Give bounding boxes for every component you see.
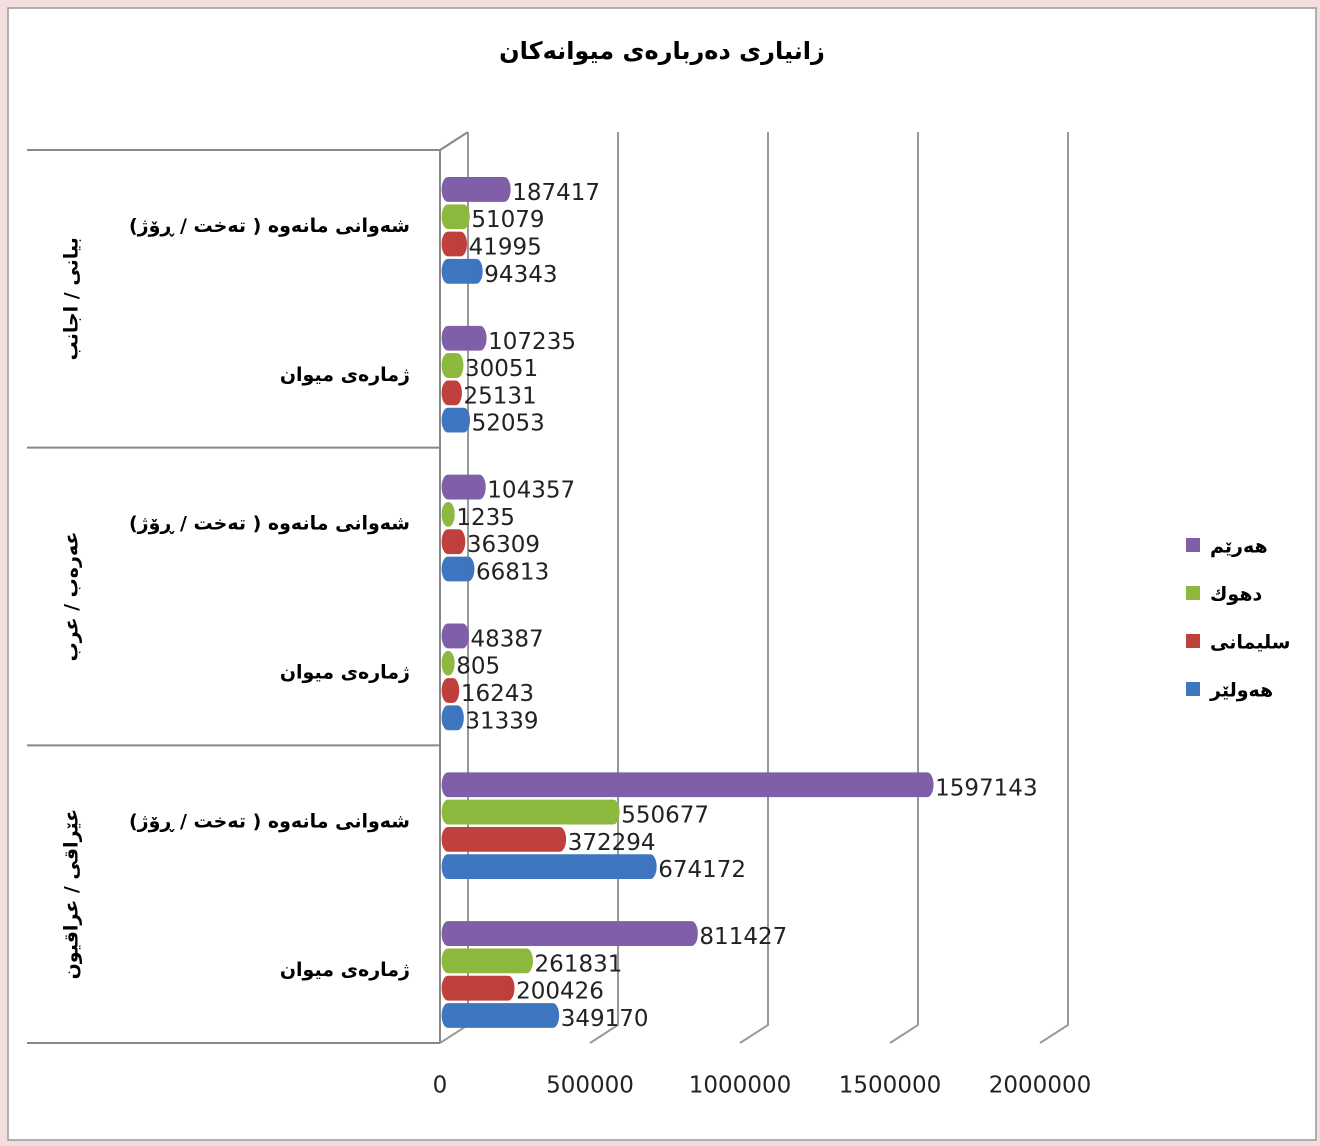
bar [441,799,620,825]
x-tick-label: 2000000 [989,1073,1091,1099]
bar [441,826,567,852]
bar [441,772,934,798]
data-label: 36309 [467,532,540,558]
group-label: عێراقی / عراقيون [61,809,83,980]
data-label: 372294 [568,830,656,856]
bar [441,921,698,946]
bar-cap [470,259,483,284]
bar-cap [452,529,465,554]
data-label: 16243 [461,681,534,707]
data-label: 51079 [471,207,544,233]
data-label: 1597143 [935,775,1037,801]
bar [441,1003,560,1028]
chart-title: زانیاری دەربارەی میوانەکان [499,37,825,65]
legend-swatch [1186,634,1200,648]
bar-cap [553,827,566,852]
bar-cap [442,651,455,676]
grid-line [589,132,619,1044]
data-label: 104357 [487,478,575,504]
legend-swatch [1186,682,1200,696]
x-tick-label: 1500000 [839,1073,941,1099]
data-label: 30051 [465,356,538,382]
data-label: 107235 [488,329,576,355]
category-label: شەوانی مانەوە ( تەخت / ڕۆژ) [129,810,410,832]
bar-cap [442,502,455,527]
bar-cap [451,705,464,730]
data-label: 48387 [471,626,544,652]
data-label: 52053 [472,411,545,437]
bar-cap [457,408,470,433]
legend-label: سلیمانی [1210,632,1290,654]
bar-cap [685,921,698,946]
legend-swatch [1186,538,1200,552]
legend-label: هەرێم [1210,536,1268,558]
legend-label: هەولێر [1209,680,1273,702]
category-label: شەوانی مانەوە ( تەخت / ڕۆژ) [129,215,410,237]
group-label: عەرەب / عرب [61,532,83,662]
bar-cap [520,948,533,973]
category-label: ژمارەی میوان [280,364,410,386]
data-label: 31339 [465,708,538,734]
data-label: 25131 [464,383,537,409]
grid-line [1039,132,1069,1044]
bar [441,854,657,880]
bar-cap [473,475,486,500]
data-label: 805 [456,654,500,680]
bar-cap [449,380,462,405]
bar-cap [457,204,470,229]
bar-cap [451,353,464,378]
bar [441,948,533,974]
data-label: 200426 [516,979,604,1005]
bar-cap [607,800,620,825]
data-label: 94343 [484,262,557,288]
chart-area [7,7,1317,1141]
grid-line [739,132,769,1044]
bar-cap [446,678,459,703]
grid-line [889,132,919,1044]
bar-cap [644,854,657,879]
x-tick-label: 0 [433,1073,448,1099]
bar-cap [546,1003,559,1028]
category-label: ژمارەی میوان [280,959,410,981]
legend-label: دهوك [1210,584,1262,606]
x-tick-label: 1000000 [689,1073,791,1099]
bar-cap [498,177,511,202]
data-label: 349170 [561,1006,649,1032]
data-label: 66813 [476,559,549,585]
group-label: بیانی / اجانب [61,237,83,360]
bar-cap [462,556,475,581]
data-label: 41995 [469,235,542,261]
category-label: ژمارەی میوان [280,661,410,683]
x-tick-label: 500000 [546,1073,634,1099]
bar-cap [456,623,469,648]
data-label: 811427 [699,924,787,950]
data-label: 187417 [512,180,600,206]
data-label: 1235 [456,505,515,531]
wall-line [439,131,469,151]
legend-swatch [1186,586,1200,600]
data-label: 550677 [621,803,709,829]
bar-cap [474,326,487,351]
data-label: 261831 [535,951,623,977]
data-label: 674172 [658,857,746,883]
bar-cap [454,232,467,257]
bar-cap [502,976,515,1001]
category-label: شەوانی مانەوە ( تەخت / ڕۆژ) [129,513,410,535]
bar-cap [921,772,934,797]
